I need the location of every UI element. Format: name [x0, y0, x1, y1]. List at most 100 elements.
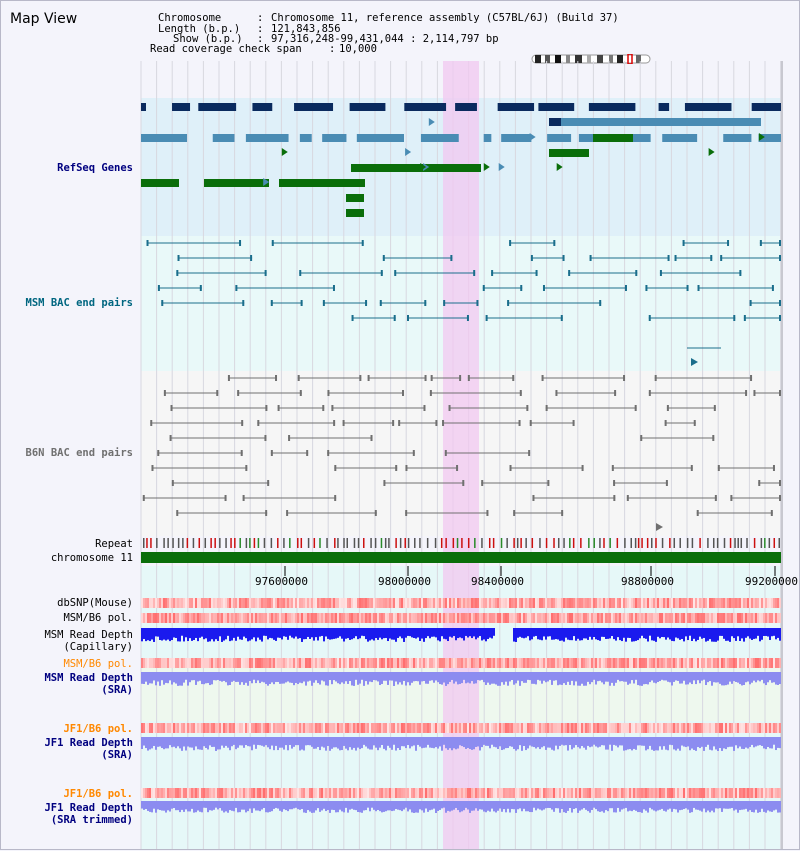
- pol-bin: [777, 788, 779, 798]
- depth-bin: [527, 737, 529, 749]
- pol-bin: [517, 788, 519, 798]
- pol-bin: [397, 598, 399, 608]
- depth-bin: [489, 737, 491, 749]
- depth-bin: [729, 672, 731, 682]
- pol-bin: [533, 613, 535, 623]
- track-label-msm-depth-capillary[interactable]: MSM Read Depth (Capillary): [44, 629, 133, 653]
- pol-bin: [309, 613, 311, 623]
- pol-bin: [379, 598, 381, 608]
- track-label-msm-b6-pol[interactable]: MSM/B6 pol.: [63, 612, 133, 624]
- track-label-msm-bac[interactable]: MSM BAC end pairs: [25, 297, 133, 309]
- track-label-jf1-depth-trimmed[interactable]: JF1 Read Depth (SRA trimmed): [44, 802, 133, 826]
- pol-bin: [571, 723, 573, 733]
- depth-bin: [213, 737, 215, 747]
- depth-bin: [657, 672, 659, 682]
- depth-bin: [761, 737, 763, 746]
- pol-bin: [529, 658, 531, 668]
- pol-bin: [303, 598, 305, 608]
- repeat-mark: [225, 538, 227, 548]
- msm-bac-end: [239, 240, 242, 246]
- depth-bin: [497, 737, 499, 750]
- depth-bin: [615, 672, 617, 683]
- depth-bin: [735, 737, 737, 746]
- depth-bin: [611, 801, 613, 809]
- pol-bin: [613, 598, 615, 608]
- depth-bin: [671, 737, 673, 746]
- depth-bin: [751, 801, 753, 813]
- pol-bin: [661, 613, 663, 623]
- pol-bin: [301, 658, 303, 668]
- track-label-msm-b6-pol-2[interactable]: MSM/B6 pol.: [63, 658, 133, 670]
- pol-bin: [425, 723, 427, 733]
- depth-bin: [597, 801, 599, 812]
- depth-bin: [215, 628, 217, 640]
- pol-bin: [659, 598, 661, 608]
- depth-bin: [523, 628, 525, 639]
- depth-bin: [723, 801, 725, 809]
- depth-bin: [733, 801, 735, 811]
- pol-bin: [541, 723, 543, 733]
- depth-bin: [707, 801, 709, 811]
- depth-bin: [255, 737, 257, 749]
- pol-bin: [313, 658, 315, 668]
- depth-bin: [567, 628, 569, 640]
- pol-bin: [297, 598, 299, 608]
- pol-bin: [493, 598, 495, 608]
- depth-bin: [563, 737, 565, 746]
- pol-bin: [287, 658, 289, 668]
- pol-bin: [439, 788, 441, 798]
- track-label-jf1-b6-pol-2[interactable]: JF1/B6 pol.: [63, 788, 133, 800]
- depth-bin: [673, 801, 675, 809]
- depth-bin: [339, 737, 341, 751]
- track-label-refseq[interactable]: RefSeq Genes: [57, 162, 133, 174]
- depth-bin: [779, 737, 781, 749]
- track-label-msm-depth-sra[interactable]: MSM Read Depth (SRA): [44, 672, 133, 696]
- depth-bin: [371, 628, 373, 640]
- gene-block: [279, 179, 365, 187]
- track-label-chromosome[interactable]: chromosome 11: [50, 552, 133, 564]
- pol-bin: [237, 613, 239, 623]
- track-label-dbsnp[interactable]: dbSNP(Mouse): [57, 597, 133, 609]
- pol-bin: [461, 598, 463, 608]
- chromosome-ideogram[interactable]: [531, 54, 651, 64]
- track-label-repeat[interactable]: Repeat: [95, 538, 133, 550]
- pol-bin: [283, 723, 285, 733]
- track-label-jf1-b6-pol[interactable]: JF1/B6 pol.: [63, 723, 133, 735]
- pol-bin: [475, 658, 477, 668]
- depth-bin: [571, 672, 573, 681]
- b6n-bac-end: [611, 465, 614, 471]
- repeat-mark: [637, 538, 640, 548]
- pol-bin: [755, 613, 757, 623]
- track-label-jf1-depth-sra[interactable]: JF1 Read Depth (SRA): [44, 737, 133, 761]
- depth-bin: [443, 628, 445, 639]
- b6n-bac-end: [429, 390, 432, 396]
- pol-bin: [245, 613, 247, 623]
- track-label-b6n-bac[interactable]: B6N BAC end pairs: [25, 447, 133, 459]
- pol-bin: [733, 613, 735, 623]
- pol-bin: [655, 788, 657, 798]
- depth-bin: [193, 801, 195, 813]
- depth-bin: [677, 801, 679, 813]
- pol-bin: [587, 788, 589, 798]
- pol-bin: [739, 658, 741, 668]
- depth-bin: [425, 672, 427, 684]
- depth-bin: [485, 801, 487, 813]
- depth-bin: [517, 672, 519, 681]
- pol-bin: [317, 658, 319, 668]
- pol-bin: [205, 658, 207, 668]
- pol-bin: [523, 788, 525, 798]
- depth-bin: [219, 737, 221, 750]
- pol-bin: [733, 658, 735, 668]
- depth-bin: [211, 628, 213, 640]
- gene-arrow: [556, 163, 563, 171]
- depth-bin: [291, 737, 293, 749]
- depth-bin: [729, 801, 731, 809]
- pol-bin: [671, 598, 673, 608]
- pol-bin: [369, 723, 371, 733]
- depth-bin: [457, 628, 459, 639]
- depth-bin: [407, 628, 409, 636]
- pol-bin: [465, 598, 467, 608]
- pol-bin: [537, 658, 539, 668]
- depth-bin: [647, 672, 649, 685]
